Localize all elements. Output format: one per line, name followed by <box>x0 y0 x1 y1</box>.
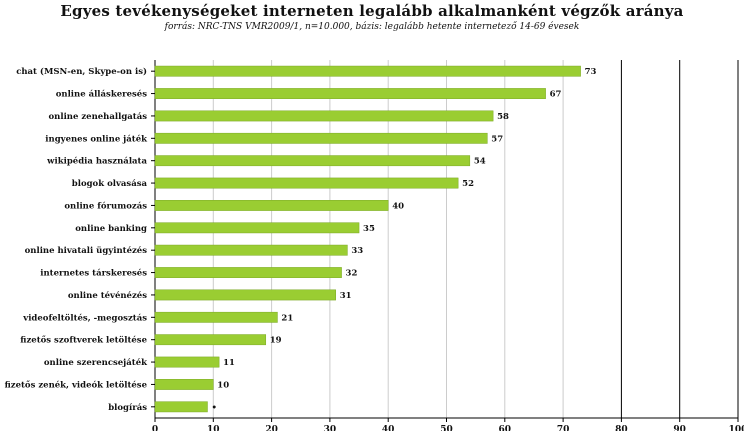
bar-15 <box>154 401 208 413</box>
x-tick-label-0: 0 <box>152 425 158 431</box>
data-label-6: 40 <box>392 201 404 211</box>
bar-7 <box>154 222 360 234</box>
data-label-1: 67 <box>550 90 562 100</box>
x-tick-label-50: 50 <box>440 425 453 431</box>
bar-10 <box>154 289 336 301</box>
category-label-5: blogok olvasása <box>72 178 148 189</box>
category-label-3: ingyenes online játék <box>45 133 148 144</box>
bar-14 <box>154 379 214 390</box>
data-label-3: 57 <box>491 134 503 144</box>
category-label-1: online álláskeresés <box>56 89 147 100</box>
category-label-4: wikipédia használata <box>46 156 147 167</box>
bar-1 <box>154 88 546 99</box>
data-label-2: 58 <box>497 112 509 122</box>
data-label-15: • <box>211 403 216 413</box>
category-label-10: online tévénézés <box>68 290 147 301</box>
data-label-10: 31 <box>340 291 352 301</box>
x-tick-label-100: 100 <box>729 425 744 431</box>
category-label-11: videofeltöltés, -megosztás <box>22 312 147 323</box>
data-label-9: 32 <box>346 269 358 279</box>
category-label-6: online fórumozás <box>64 200 147 211</box>
category-label-15: blogírás <box>108 402 147 413</box>
category-label-14: fizetős zenék, videók letöltése <box>5 379 148 390</box>
bar-9 <box>154 267 342 278</box>
x-tick-label-20: 20 <box>265 425 278 431</box>
bar-11 <box>154 311 278 323</box>
bar-3 <box>154 132 488 144</box>
category-label-8: online hivatali ügyintézés <box>25 245 148 256</box>
x-tick-label-70: 70 <box>557 425 570 431</box>
category-label-13: online szerencsejáték <box>44 357 148 368</box>
x-tick-label-60: 60 <box>499 425 512 431</box>
x-tick-label-10: 10 <box>207 425 220 431</box>
category-label-0: chat (MSN-en, Skype-on is) <box>16 66 147 77</box>
bar-2 <box>154 110 494 122</box>
data-label-14: 10 <box>217 380 229 390</box>
data-label-12: 19 <box>270 336 282 346</box>
bar-5 <box>154 177 459 189</box>
data-label-0: 73 <box>585 67 597 77</box>
chart-title: Egyes tevékenységeket interneten legaláb… <box>60 2 684 20</box>
bar-12 <box>154 334 267 346</box>
x-tick-label-90: 90 <box>673 425 686 431</box>
data-label-11: 21 <box>281 313 293 323</box>
x-tick-label-80: 80 <box>615 425 628 431</box>
bar-6 <box>154 200 389 211</box>
data-label-13: 11 <box>223 358 235 368</box>
x-tick-label-40: 40 <box>382 425 395 431</box>
category-label-9: internetes társkeresés <box>40 268 147 279</box>
bar-8 <box>154 244 348 256</box>
chart-subtitle: forrás: NRC-TNS VMR2009/1, n=10.000, báz… <box>164 22 580 32</box>
data-label-4: 54 <box>474 157 486 167</box>
data-label-7: 35 <box>363 224 375 234</box>
bar-0 <box>154 65 581 77</box>
x-tick-label-30: 30 <box>324 425 337 431</box>
bar-13 <box>154 356 220 368</box>
category-label-12: fizetős szoftverek letöltése <box>20 335 147 346</box>
data-label-8: 33 <box>351 246 363 256</box>
bar-4 <box>154 155 471 167</box>
category-label-2: online zenehallgatás <box>49 111 148 122</box>
data-label-5: 52 <box>462 179 474 189</box>
category-label-7: online banking <box>75 224 147 234</box>
